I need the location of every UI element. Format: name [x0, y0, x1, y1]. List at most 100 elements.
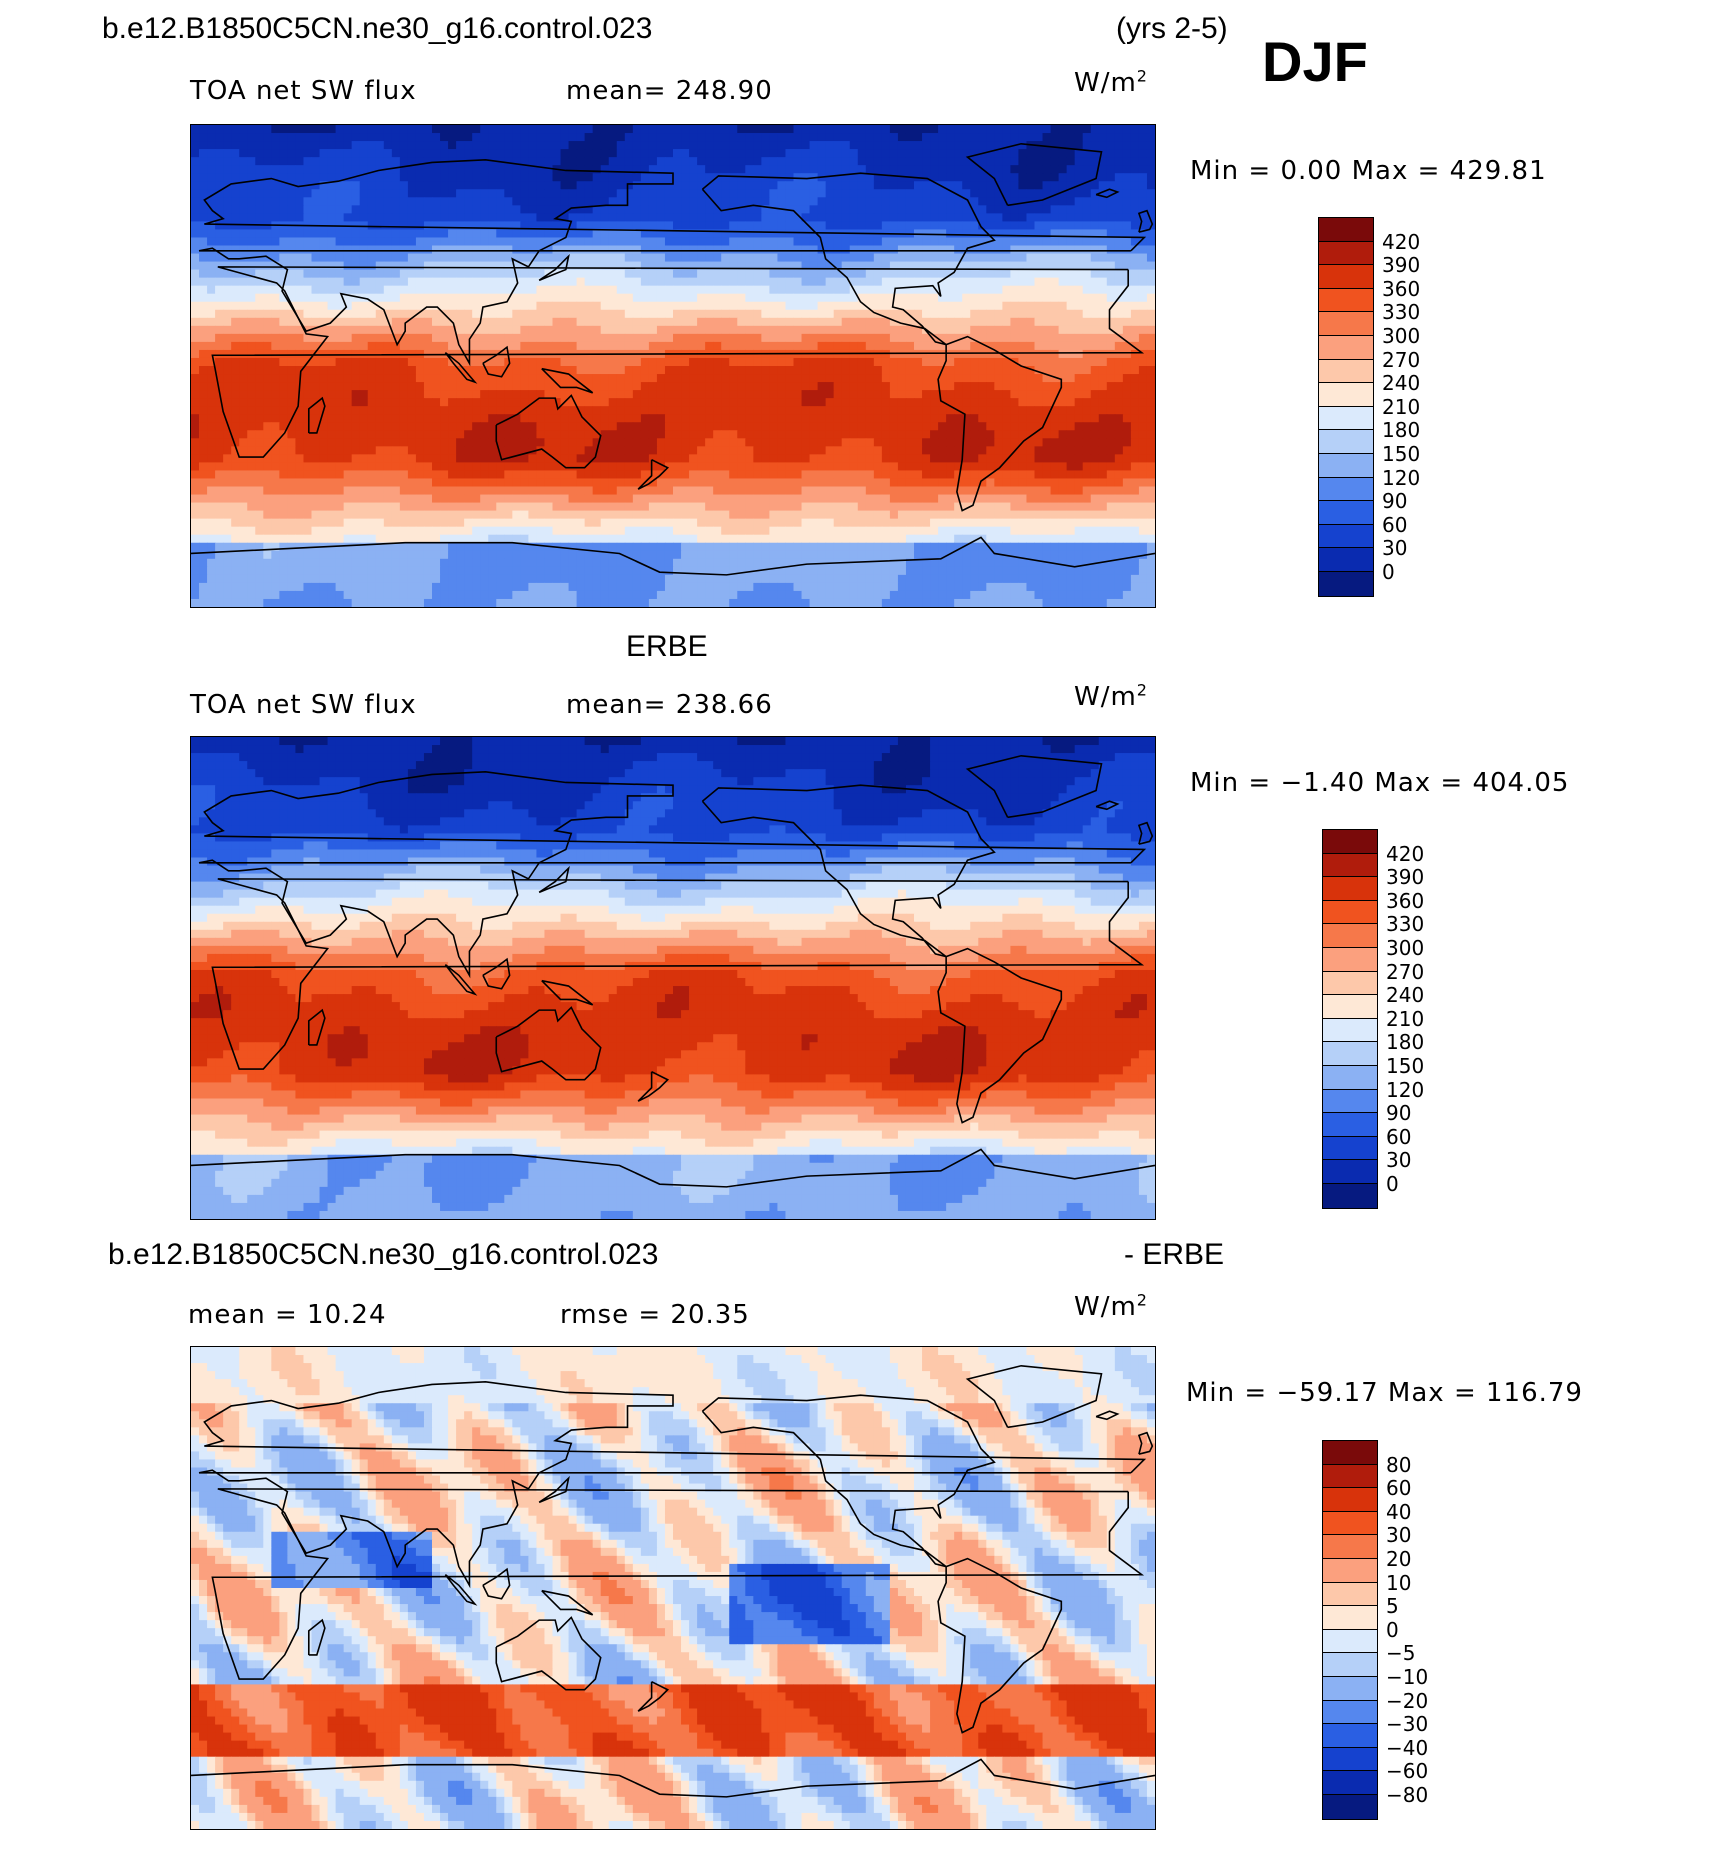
map-cell: [705, 205, 714, 214]
map-cell: [383, 414, 393, 423]
map-cell: [335, 406, 345, 415]
map-cell: [480, 333, 489, 343]
map-cell: [962, 293, 971, 303]
map-cell: [1010, 325, 1019, 335]
map-cell: [729, 325, 738, 335]
map-cell: [560, 141, 570, 150]
map-cell: [1050, 366, 1060, 375]
map-cell: [994, 382, 1003, 391]
map-cell: [1066, 213, 1076, 222]
map-cell: [423, 133, 433, 142]
map-cell: [287, 269, 296, 279]
map-cell: [247, 325, 256, 335]
map-cell: [769, 357, 778, 367]
map-cell: [656, 382, 666, 391]
map-cell: [978, 357, 987, 367]
map-cell: [817, 269, 827, 279]
map-cell: [375, 197, 385, 206]
map-cell: [608, 205, 618, 214]
map-cell: [1066, 382, 1076, 391]
map-cell: [673, 125, 682, 134]
map-cell: [520, 213, 529, 222]
map-cell: [1002, 341, 1011, 351]
map-cell: [897, 341, 907, 351]
map-cell: [504, 133, 513, 142]
map-cell: [1058, 253, 1068, 263]
map-cell: [689, 141, 698, 150]
map-cell: [632, 341, 642, 351]
map-cell: [1042, 149, 1052, 158]
map-cell: [1034, 181, 1044, 190]
map-cell: [1058, 374, 1068, 383]
map-cell: [1106, 189, 1116, 198]
map-cell: [889, 414, 899, 423]
map-cell: [705, 213, 714, 222]
map-cell: [1058, 245, 1068, 255]
map-cell: [713, 253, 722, 263]
map-cell: [239, 261, 248, 271]
map-cell: [640, 333, 650, 343]
map-cell: [745, 390, 754, 399]
map-cell: [889, 333, 899, 343]
map-cell: [1042, 317, 1052, 327]
map-cell: [432, 253, 441, 263]
map-cell: [528, 149, 537, 158]
map-cell: [528, 181, 537, 190]
map-cell: [833, 197, 843, 206]
map-cell: [1074, 301, 1084, 311]
map-cell: [761, 325, 770, 335]
map-cell: [1074, 398, 1084, 407]
map-cell: [986, 341, 995, 351]
map-cell: [849, 149, 859, 158]
map-cell: [560, 325, 570, 335]
map-cell: [841, 317, 851, 327]
map-cell: [552, 430, 562, 439]
map-cell: [335, 205, 345, 214]
map-cell: [1018, 149, 1027, 158]
map-cell: [689, 309, 698, 319]
map-cell: [1130, 422, 1140, 431]
map-cell: [1018, 301, 1027, 311]
map-cell: [512, 213, 521, 222]
map-cell: [279, 382, 288, 391]
map-cell: [568, 357, 578, 367]
map-cell: [954, 309, 963, 319]
map-cell: [922, 438, 931, 447]
map-cell: [689, 317, 698, 327]
map-cell: [584, 430, 594, 439]
map-cell: [930, 357, 939, 367]
map-cell: [1042, 382, 1052, 391]
map-cell: [1106, 293, 1116, 303]
map-cell: [488, 414, 497, 423]
map-cell: [1066, 430, 1076, 439]
map-cell: [946, 317, 955, 327]
map-cell: [247, 269, 256, 279]
map-cell: [673, 221, 682, 230]
map-cell: [335, 422, 345, 431]
map-cell: [1050, 317, 1060, 327]
map-cell: [552, 317, 562, 327]
map-cell: [472, 205, 481, 214]
map-cell: [1026, 325, 1036, 335]
map-cell: [287, 309, 296, 319]
map-cell: [303, 125, 313, 134]
map-cell: [608, 285, 618, 295]
map-cell: [488, 374, 497, 383]
map-cell: [247, 213, 256, 222]
map-cell: [640, 446, 650, 455]
map-cell: [1138, 157, 1148, 166]
map-cell: [255, 237, 264, 247]
map-cell: [343, 149, 353, 158]
map-cell: [1042, 374, 1052, 383]
panel1-variable: TOA net SW flux: [190, 78, 417, 104]
map-cell: [889, 221, 899, 230]
map-cell: [383, 398, 393, 407]
map-cell: [857, 414, 867, 423]
map-cell: [199, 382, 208, 391]
map-cell: [383, 277, 393, 287]
map-cell: [1050, 221, 1060, 230]
map-cell: [656, 285, 666, 295]
map-cell: [608, 293, 618, 303]
map-cell: [1058, 277, 1068, 287]
map-cell: [456, 438, 465, 447]
